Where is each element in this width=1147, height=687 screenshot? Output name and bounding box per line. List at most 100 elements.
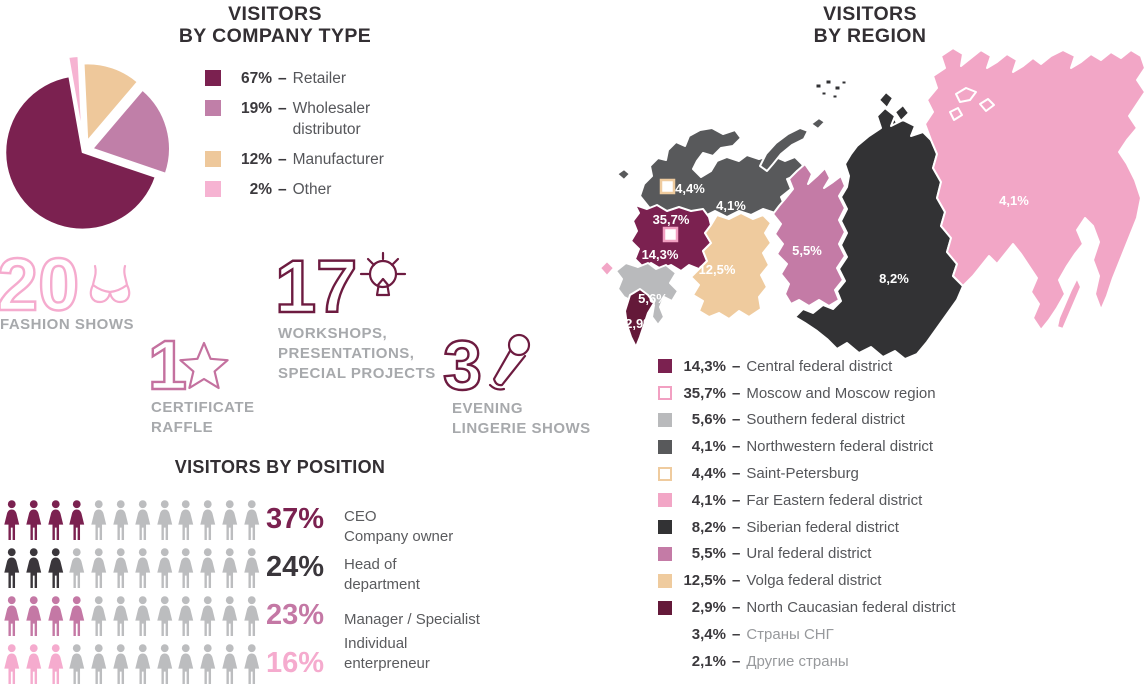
region-legend-label: Northwestern federal district xyxy=(746,438,934,456)
position-percent: 16% xyxy=(265,647,324,679)
evening-shows-label: EVENING LINGERIE SHOWS xyxy=(452,400,591,437)
region-legend-dash: – xyxy=(732,465,741,483)
map-label-north-caucasian: 2,9% xyxy=(625,316,655,331)
map-region-kaliningrad xyxy=(616,168,631,181)
lightbulb-icon xyxy=(359,251,407,297)
region-legend-row: 4,1% – Northwestern federal district xyxy=(658,433,1138,460)
map-island-novaya-zemlya xyxy=(759,127,809,172)
region-legend-row: 12,5% – Volga federal district xyxy=(658,567,1138,594)
region-legend-dash: – xyxy=(732,625,741,643)
pie-legend-label: Manufacturer xyxy=(292,151,384,168)
region-legend-row: 4,1% – Far Eastern federal district xyxy=(658,487,1138,514)
region-legend-percent: 8,2% xyxy=(691,518,726,536)
company-type-pie-chart xyxy=(4,55,171,231)
region-legend-swatch xyxy=(658,359,672,374)
company-type-title: VISITORS BY COMPANY TYPE xyxy=(178,3,372,47)
map-label-siberian: 8,2% xyxy=(879,271,909,286)
pie-slice-wholesaler xyxy=(91,89,171,175)
region-legend-label: Страны СНГ xyxy=(746,625,834,643)
region-legend-row: 2,9% – North Caucasian federal district xyxy=(658,594,1138,621)
evening-shows-count: 3 xyxy=(443,331,482,399)
pie-legend-label: Other xyxy=(292,181,332,198)
person-icon xyxy=(69,644,85,684)
person-icon xyxy=(113,644,129,684)
position-label: Head of department xyxy=(344,556,420,593)
person-icon xyxy=(69,548,85,588)
map-label-volga: 12,5% xyxy=(699,262,736,277)
region-legend-swatch xyxy=(658,520,672,535)
map-label-central: 14,3% xyxy=(642,247,679,262)
region-legend-percent: 4,1% xyxy=(691,491,726,509)
person-icon xyxy=(200,644,216,684)
star-icon xyxy=(179,341,229,390)
region-legend-dash: – xyxy=(732,599,741,617)
region-legend-label: North Caucasian federal district xyxy=(746,599,956,617)
person-icon xyxy=(113,548,129,588)
person-icon xyxy=(47,596,63,636)
region-legend-percent: 12,5% xyxy=(683,572,726,590)
region-legend-row: 5,6% – Southern federal district xyxy=(658,407,1138,434)
person-icon xyxy=(91,500,107,540)
region-legend-dash: – xyxy=(732,545,741,563)
pie-legend-label: Retailer xyxy=(292,70,347,87)
pie-slice-manufacturer xyxy=(83,62,139,142)
person-icon xyxy=(178,548,194,588)
pie-legend-dash: – xyxy=(278,70,287,87)
region-legend-swatch xyxy=(658,466,672,481)
position-percent: 23% xyxy=(265,599,324,631)
map-islands-new-siberian xyxy=(949,87,995,121)
company-type-legend: 67% – Retailer 19% – Wholesaler distributor 12… xyxy=(205,68,395,209)
region-legend-dash: – xyxy=(732,384,741,402)
map-region-ural xyxy=(772,163,846,307)
person-icon xyxy=(4,596,20,636)
position-label: CEO Company owner xyxy=(344,508,454,545)
pie-legend-label: Wholesaler distributor xyxy=(292,100,371,138)
region-legend-label: Saint-Petersburg xyxy=(746,465,859,483)
map-region-far-eastern xyxy=(924,47,1146,331)
region-legend: 14,3% – Central federal district 35,7% – Mosc… xyxy=(658,353,1138,675)
region-legend-label: Volga federal district xyxy=(746,572,882,590)
person-icon xyxy=(178,644,194,684)
map-region-northwestern xyxy=(639,127,804,220)
region-legend-percent: 35,7% xyxy=(683,384,726,402)
person-icon xyxy=(200,596,216,636)
region-legend-swatch xyxy=(658,386,672,401)
person-icon xyxy=(222,500,238,540)
region-legend-dash: – xyxy=(732,652,741,670)
russia-region-map: 4,4% 4,1% 35,7% 14,3% 12,5% 5,6% 2,9% 5,5% 8,2% 4… xyxy=(599,47,1146,360)
map-region-siberian xyxy=(794,107,964,360)
certificate-raffle-label: CERTIFICATE RAFFLE xyxy=(151,399,255,436)
position-row-icons xyxy=(2,642,261,687)
person-icon xyxy=(135,644,150,684)
person-icon xyxy=(135,548,150,588)
person-icon xyxy=(244,596,259,636)
region-legend-dash: – xyxy=(732,357,741,375)
pie-legend-percent: 19% xyxy=(240,100,272,117)
region-title: VISITORS BY REGION xyxy=(813,3,927,47)
region-legend-row: 5,5% – Ural federal district xyxy=(658,541,1138,568)
region-legend-percent: 5,5% xyxy=(691,545,726,563)
pie-legend-row: 2% – Other xyxy=(205,179,395,200)
region-legend-swatch xyxy=(658,412,672,427)
position-percent: 24% xyxy=(265,551,324,583)
person-icon xyxy=(178,596,194,636)
person-icon xyxy=(47,500,63,540)
region-legend-swatch xyxy=(658,600,672,615)
person-icon xyxy=(156,548,172,588)
pie-slice-other xyxy=(67,55,83,134)
region-legend-percent: 3,4% xyxy=(691,625,726,643)
person-icon xyxy=(135,596,150,636)
region-legend-percent: 14,3% xyxy=(683,357,726,375)
region-legend-label: Southern federal district xyxy=(746,411,905,429)
pie-legend-percent: 2% xyxy=(249,181,272,198)
map-label-moscow: 35,7% xyxy=(653,212,690,227)
moscow-marker xyxy=(662,226,679,243)
pie-legend-dash: – xyxy=(278,181,287,198)
position-label: Individual enterpreneur xyxy=(344,635,430,672)
map-region-crimea xyxy=(599,260,615,277)
person-icon xyxy=(47,548,63,588)
pie-legend-percent: 67% xyxy=(240,70,272,87)
person-icon xyxy=(200,500,216,540)
person-icon xyxy=(156,644,172,684)
region-legend-row: 8,2% – Siberian federal district xyxy=(658,514,1138,541)
